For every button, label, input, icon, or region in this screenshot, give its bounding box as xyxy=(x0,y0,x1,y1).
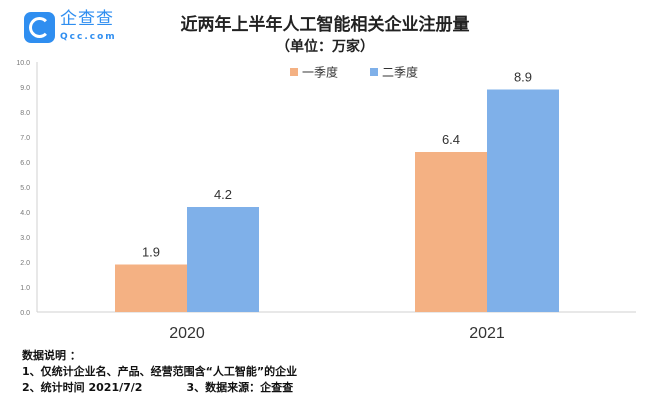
bar-二季度-2020 xyxy=(187,207,259,312)
y-tick-label: 4.0 xyxy=(20,210,30,217)
chart-title: 近两年上半年人工智能相关企业注册量 xyxy=(180,15,470,35)
y-tick-label: 5.0 xyxy=(20,185,30,192)
legend-swatch xyxy=(370,68,378,76)
notes-heading: 数据说明 ： xyxy=(22,349,81,362)
y-tick-label: 3.0 xyxy=(20,235,30,242)
logo-sub: Qcc.com xyxy=(60,32,117,42)
y-tick-label: 2.0 xyxy=(20,260,30,267)
notes-line2a: 2、统计时间 2021/7/2 xyxy=(22,381,143,394)
legend-label: 二季度 xyxy=(382,65,418,80)
notes: 数据说明 ： 1、仅统计企业名、产品、经营范围含“人工智能”的企业 2、统计时间… xyxy=(22,348,297,396)
bar-二季度-2021 xyxy=(487,89,559,312)
y-tick-label: 0.0 xyxy=(20,310,30,317)
notes-line2b: 3、数据来源：企查查 xyxy=(186,381,294,394)
x-tick-label: 2021 xyxy=(469,325,505,342)
legend-swatch xyxy=(290,68,298,76)
y-tick-label: 10.0 xyxy=(16,60,30,67)
bar-一季度-2021 xyxy=(415,152,487,312)
data-label: 8.9 xyxy=(514,70,532,85)
data-label: 1.9 xyxy=(142,245,160,260)
data-label: 4.2 xyxy=(214,187,232,202)
legend-label: 一季度 xyxy=(302,65,338,80)
y-tick-label: 7.0 xyxy=(20,135,30,142)
chart-subtitle: （单位：万家） xyxy=(276,39,374,55)
notes-line1: 1、仅统计企业名、产品、经营范围含“人工智能”的企业 xyxy=(22,365,298,378)
logo-name: 企查查 xyxy=(60,9,114,29)
x-tick-label: 2020 xyxy=(169,325,205,342)
y-tick-label: 9.0 xyxy=(20,85,30,92)
bar-一季度-2020 xyxy=(115,264,187,312)
y-tick-label: 8.0 xyxy=(20,110,30,117)
y-tick-label: 6.0 xyxy=(20,160,30,167)
y-tick-label: 1.0 xyxy=(20,285,30,292)
data-label: 6.4 xyxy=(442,132,460,147)
qcc-logo-icon xyxy=(24,12,55,43)
